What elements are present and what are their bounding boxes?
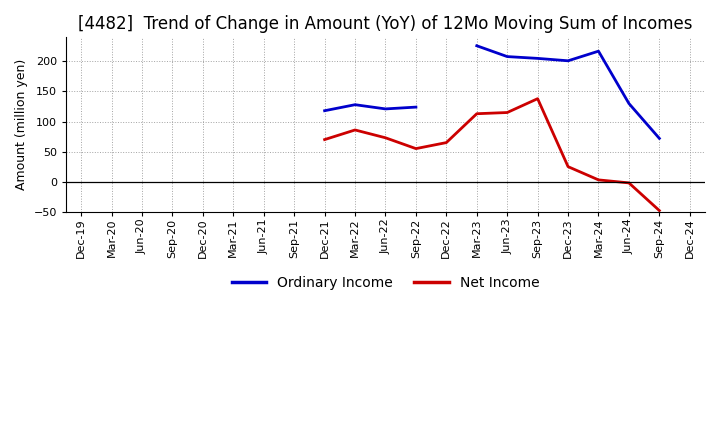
Y-axis label: Amount (million yen): Amount (million yen) <box>15 59 28 190</box>
Legend: Ordinary Income, Net Income: Ordinary Income, Net Income <box>226 271 545 296</box>
Title: [4482]  Trend of Change in Amount (YoY) of 12Mo Moving Sum of Incomes: [4482] Trend of Change in Amount (YoY) o… <box>78 15 693 33</box>
